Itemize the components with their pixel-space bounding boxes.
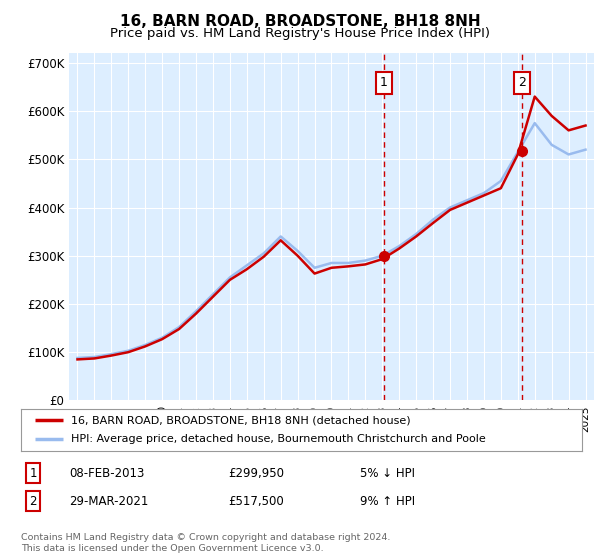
Text: 08-FEB-2013: 08-FEB-2013 <box>69 466 145 480</box>
Text: 16, BARN ROAD, BROADSTONE, BH18 8NH (detached house): 16, BARN ROAD, BROADSTONE, BH18 8NH (det… <box>71 415 411 425</box>
Text: 16, BARN ROAD, BROADSTONE, BH18 8NH: 16, BARN ROAD, BROADSTONE, BH18 8NH <box>119 14 481 29</box>
Text: HPI: Average price, detached house, Bournemouth Christchurch and Poole: HPI: Average price, detached house, Bour… <box>71 435 486 445</box>
Text: Contains HM Land Registry data © Crown copyright and database right 2024.
This d: Contains HM Land Registry data © Crown c… <box>21 533 391 553</box>
Text: 1: 1 <box>380 76 388 89</box>
Text: £299,950: £299,950 <box>228 466 284 480</box>
Text: 2: 2 <box>518 76 526 89</box>
Text: 1: 1 <box>29 466 37 480</box>
Text: 5% ↓ HPI: 5% ↓ HPI <box>360 466 415 480</box>
Text: Price paid vs. HM Land Registry's House Price Index (HPI): Price paid vs. HM Land Registry's House … <box>110 27 490 40</box>
Text: £517,500: £517,500 <box>228 494 284 508</box>
Text: 29-MAR-2021: 29-MAR-2021 <box>69 494 148 508</box>
Text: 9% ↑ HPI: 9% ↑ HPI <box>360 494 415 508</box>
Text: 2: 2 <box>29 494 37 508</box>
